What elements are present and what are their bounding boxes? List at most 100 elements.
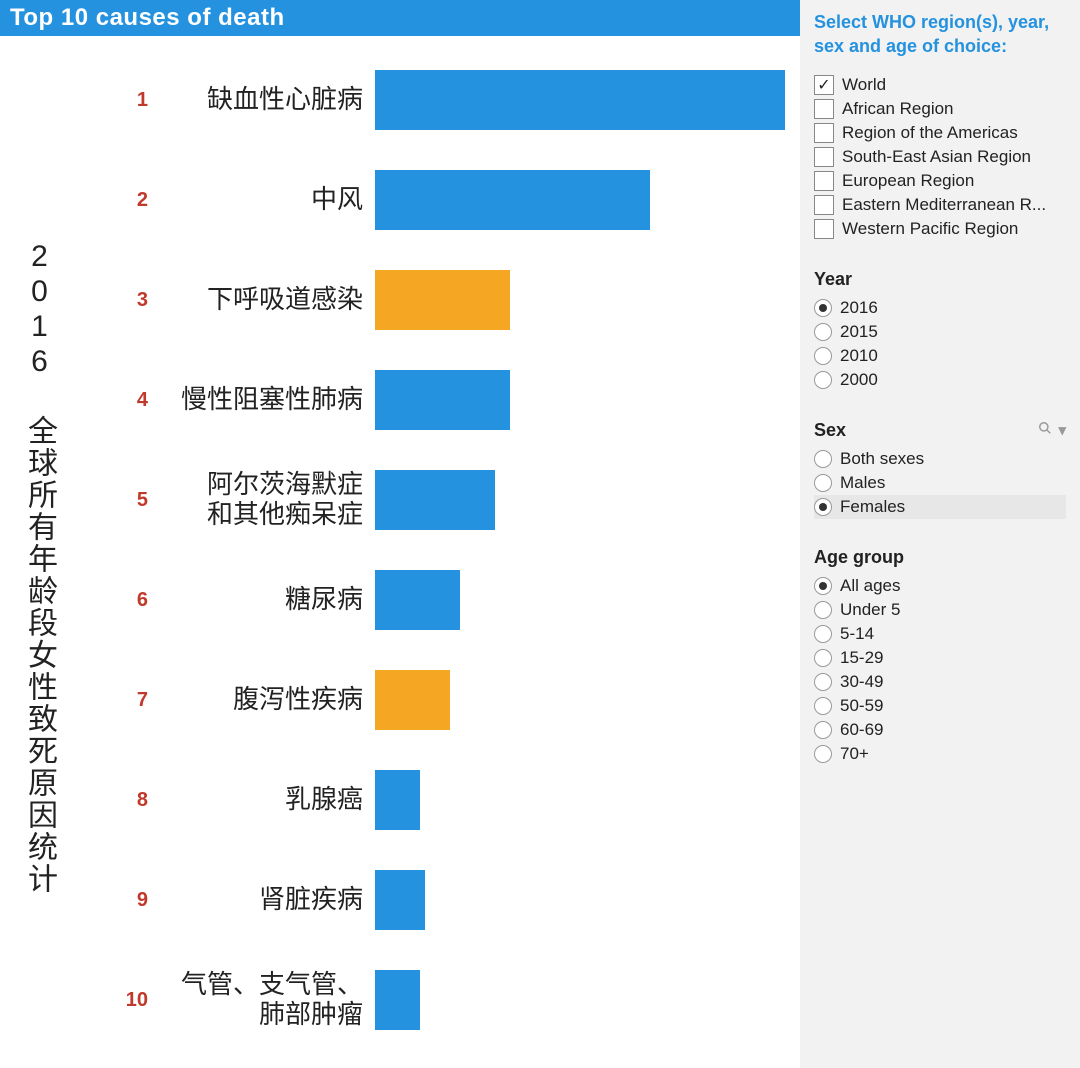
cause-label: 缺血性心脏病	[160, 85, 375, 115]
age-option-label: Under 5	[840, 600, 900, 620]
age-radio-item[interactable]: All ages	[814, 574, 1066, 598]
bar-row: 10气管、支气管、肺部肿瘤	[110, 950, 790, 1050]
age-option-label: 50-59	[840, 696, 883, 716]
age-radio-item[interactable]: 60-69	[814, 718, 1066, 742]
checkbox-icon	[814, 171, 834, 191]
bar-row: 1缺血性心脏病	[110, 50, 790, 150]
year-option-label: 2010	[840, 346, 878, 366]
radio-icon	[814, 323, 832, 341]
year-radio-list: 2016 2015 2010 2000	[814, 296, 1066, 392]
region-checkbox-item[interactable]: African Region	[814, 97, 1066, 121]
region-checkbox-item[interactable]: ✓World	[814, 73, 1066, 97]
checkbox-icon	[814, 99, 834, 119]
age-option-label: 15-29	[840, 648, 883, 668]
region-option-label: African Region	[842, 99, 954, 119]
year-radio-item[interactable]: 2000	[814, 368, 1066, 392]
bar[interactable]	[375, 670, 450, 730]
sex-option-label: Both sexes	[840, 449, 924, 469]
cause-label: 乳腺癌	[160, 785, 375, 815]
bar-track	[375, 870, 790, 930]
bar[interactable]	[375, 470, 495, 530]
bar[interactable]	[375, 570, 460, 630]
rank-number: 2	[110, 189, 160, 212]
cause-label: 糖尿病	[160, 585, 375, 615]
bar-track	[375, 370, 790, 430]
sex-radio-item[interactable]: Both sexes	[814, 447, 1066, 471]
rank-number: 7	[110, 689, 160, 712]
region-checkbox-item[interactable]: Region of the Americas	[814, 121, 1066, 145]
age-label: Age group	[814, 547, 904, 568]
age-radio-item[interactable]: Under 5	[814, 598, 1066, 622]
age-radio-item[interactable]: 5-14	[814, 622, 1066, 646]
year-radio-item[interactable]: 2010	[814, 344, 1066, 368]
cause-label: 下呼吸道感染	[160, 285, 375, 315]
age-radio-item[interactable]: 30-49	[814, 670, 1066, 694]
rank-number: 8	[110, 789, 160, 812]
rank-number: 1	[110, 89, 160, 112]
bar[interactable]	[375, 370, 510, 430]
year-radio-item[interactable]: 2016	[814, 296, 1066, 320]
bar-track	[375, 970, 790, 1030]
bar-track	[375, 670, 790, 730]
age-option-label: All ages	[840, 576, 900, 596]
region-option-label: Region of the Americas	[842, 123, 1018, 143]
region-checkbox-list: ✓WorldAfrican Region Region of the Americ…	[814, 73, 1066, 241]
bar[interactable]	[375, 970, 420, 1030]
sex-search-dropdown[interactable]: ▾	[1038, 421, 1066, 439]
year-radio-item[interactable]: 2015	[814, 320, 1066, 344]
age-radio-item[interactable]: 50-59	[814, 694, 1066, 718]
radio-icon	[814, 371, 832, 389]
age-radio-list: All ages Under 5 5-14 15-29 30-49 50-59 60-697…	[814, 574, 1066, 766]
rank-number: 4	[110, 389, 160, 412]
region-checkbox-item[interactable]: European Region	[814, 169, 1066, 193]
bar[interactable]	[375, 70, 785, 130]
age-option-label: 5-14	[840, 624, 874, 644]
age-radio-item[interactable]: 15-29	[814, 646, 1066, 670]
region-option-label: European Region	[842, 171, 974, 191]
sex-section-label: Sex ▾	[814, 420, 1066, 441]
checkbox-icon	[814, 195, 834, 215]
bar[interactable]	[375, 270, 510, 330]
rank-number: 10	[110, 989, 160, 1012]
sex-radio-item[interactable]: Males	[814, 471, 1066, 495]
age-option-label: 30-49	[840, 672, 883, 692]
checkbox-icon	[814, 219, 834, 239]
bar-track	[375, 270, 790, 330]
region-checkbox-item[interactable]: Eastern Mediterranean R...	[814, 193, 1066, 217]
bar[interactable]	[375, 770, 420, 830]
region-checkbox-item[interactable]: South-East Asian Region	[814, 145, 1066, 169]
bar-track	[375, 170, 790, 230]
sex-radio-item[interactable]: Females	[814, 495, 1066, 519]
sex-option-label: Males	[840, 473, 885, 493]
radio-icon	[814, 697, 832, 715]
age-section-label: Age group	[814, 547, 1066, 568]
radio-icon	[814, 450, 832, 468]
radio-icon	[814, 347, 832, 365]
filter-panel: Select WHO region(s), year, sex and age …	[800, 0, 1080, 1068]
cause-label: 慢性阻塞性肺病	[160, 385, 375, 415]
chevron-down-icon: ▾	[1058, 421, 1066, 439]
chart-panel: Top 10 causes of death 2016 全球所有年龄段女性致死原…	[0, 0, 800, 1068]
bar[interactable]	[375, 870, 425, 930]
checkbox-icon	[814, 123, 834, 143]
bar-row: 5阿尔茨海默症和其他痴呆症	[110, 450, 790, 550]
year-option-label: 2015	[840, 322, 878, 342]
region-checkbox-item[interactable]: Western Pacific Region	[814, 217, 1066, 241]
year-section-label: Year	[814, 269, 1066, 290]
bar[interactable]	[375, 170, 650, 230]
year-label: Year	[814, 269, 852, 290]
year-option-label: 2016	[840, 298, 878, 318]
sex-radio-list: Both sexes MalesFemales	[814, 447, 1066, 519]
bar-track	[375, 570, 790, 630]
age-option-label: 60-69	[840, 720, 883, 740]
checkbox-icon	[814, 147, 834, 167]
cause-label: 腹泻性疾病	[160, 685, 375, 715]
bar-track	[375, 470, 790, 530]
radio-icon	[814, 745, 832, 763]
radio-icon	[814, 498, 832, 516]
bar-row: 9肾脏疾病	[110, 850, 790, 950]
region-option-label: World	[842, 75, 886, 95]
chart-title: Top 10 causes of death	[0, 0, 800, 36]
year-option-label: 2000	[840, 370, 878, 390]
age-radio-item[interactable]: 70+	[814, 742, 1066, 766]
